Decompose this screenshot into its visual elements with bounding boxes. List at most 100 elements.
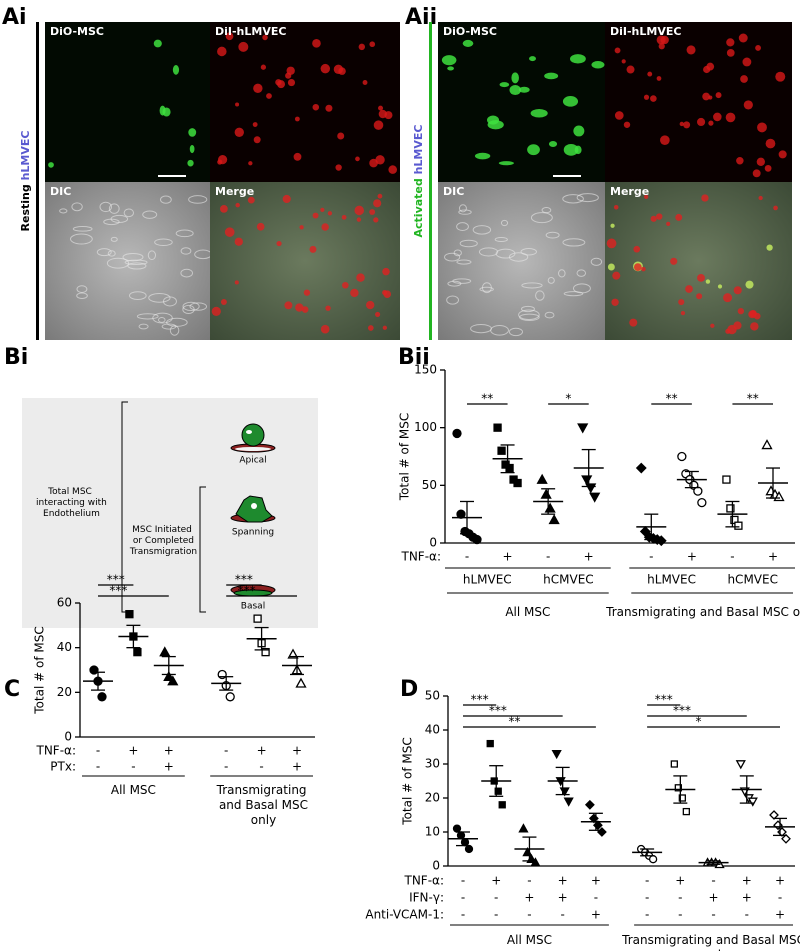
data-point (133, 647, 142, 657)
cell (545, 231, 560, 239)
cell (153, 39, 162, 48)
data-point (494, 787, 502, 795)
cell (354, 205, 364, 216)
y-tick-label: 0 (432, 859, 440, 873)
cell (459, 239, 478, 248)
cell (481, 282, 492, 294)
cell (373, 217, 379, 223)
cell (312, 39, 321, 48)
condition-value: + (503, 550, 513, 564)
data-point (167, 675, 179, 686)
data-point (452, 824, 462, 833)
cell (180, 268, 194, 278)
data-point (577, 423, 589, 434)
cell (248, 161, 253, 166)
condition-value: - (494, 891, 498, 905)
significance-label: *** (109, 584, 127, 598)
condition-value: - (131, 760, 135, 774)
cell (70, 233, 93, 245)
side-label: Activated hLMVEC (412, 125, 425, 238)
data-point (781, 833, 791, 844)
condition-value: - (527, 874, 531, 888)
cell (211, 306, 221, 316)
condition-value: + (292, 744, 302, 758)
cell (299, 225, 304, 230)
group-label: hLMVEC (647, 573, 696, 587)
condition-value: - (645, 891, 649, 905)
y-tick-label: 60 (57, 596, 72, 610)
cell (247, 196, 255, 204)
significance-label: ** (481, 392, 493, 406)
group-label: All MSC (111, 783, 156, 797)
condition-label: TNF-α: (401, 550, 442, 564)
cell (650, 95, 657, 102)
condition-value: + (742, 874, 752, 888)
cell (262, 34, 268, 41)
cell (128, 291, 147, 301)
y-tick-label: 0 (64, 730, 72, 744)
group-label: hLMVEC (463, 573, 512, 587)
cell (48, 162, 54, 168)
cell (266, 93, 272, 99)
cell (562, 96, 579, 107)
data-point (125, 610, 134, 619)
data-point (498, 801, 506, 809)
data-point (682, 807, 690, 816)
side-label: Resting hLMVEC (19, 131, 32, 232)
cell (547, 277, 555, 284)
label: Apical (239, 456, 266, 466)
cell (495, 248, 516, 259)
cell (757, 122, 767, 133)
cell (562, 238, 586, 247)
cell (472, 225, 492, 235)
y-tick-label: 50 (425, 689, 440, 703)
condition-value: + (591, 908, 601, 922)
condition-value: + (742, 891, 752, 905)
condition-value: + (558, 891, 568, 905)
cell (71, 202, 83, 212)
cell (142, 210, 158, 219)
cell (138, 323, 149, 330)
cell (520, 248, 537, 256)
significance-label: ** (666, 392, 678, 406)
cell (373, 120, 384, 130)
condition-value: + (128, 744, 138, 758)
cell (755, 44, 761, 51)
cell (563, 143, 579, 156)
cell (610, 223, 615, 228)
cell (335, 164, 342, 171)
cell (520, 305, 535, 313)
cell (623, 121, 631, 129)
cell (182, 304, 195, 314)
condition-value: + (164, 744, 174, 758)
cell (76, 292, 88, 299)
cell (666, 221, 671, 226)
cell (752, 169, 761, 178)
cell (187, 159, 194, 167)
data-point (585, 483, 597, 494)
data-point (693, 486, 703, 496)
panel-letter: C (4, 677, 20, 702)
cell (499, 82, 510, 88)
data-point (540, 488, 552, 499)
cell (377, 193, 383, 199)
cell (518, 309, 540, 321)
cell (350, 288, 359, 298)
data-point (648, 855, 658, 864)
cell (356, 217, 362, 222)
cell (650, 215, 657, 222)
cell (641, 266, 646, 272)
cell (458, 209, 472, 215)
image-label: DiI-hLMVEC (215, 25, 286, 38)
data-point (581, 475, 593, 486)
image-label: Merge (610, 185, 649, 198)
data-point (544, 502, 556, 513)
significance-label: *** (655, 693, 673, 707)
cell (320, 207, 325, 212)
cell (99, 201, 112, 213)
cell (447, 66, 454, 71)
data-point (472, 534, 482, 545)
cell (136, 313, 159, 320)
cell (576, 193, 599, 203)
